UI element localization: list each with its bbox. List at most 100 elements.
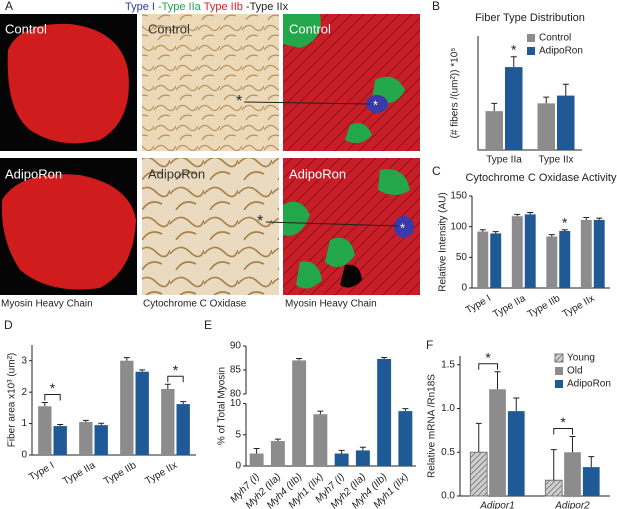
bar	[557, 95, 575, 150]
y-tick-label: 3	[21, 355, 27, 366]
legend-label: Old	[567, 366, 583, 377]
image-label: Control	[289, 21, 331, 36]
error-bar	[381, 357, 388, 359]
error-bar	[274, 438, 281, 442]
x-tick-label: Type IIb	[526, 293, 563, 321]
annotation: *	[173, 362, 179, 378]
key-entry: Type I	[125, 1, 155, 13]
y-tick-label: 2	[21, 387, 27, 398]
error-bar	[475, 422, 482, 453]
error-bar	[569, 436, 576, 453]
error-bar	[562, 83, 569, 96]
caption: Cytochrome C Oxidase	[143, 299, 247, 310]
bar	[94, 425, 108, 455]
legend-swatch	[555, 367, 563, 375]
bar	[161, 389, 175, 455]
error-bar	[164, 383, 171, 389]
muscle-section	[1, 174, 137, 290]
chart-title: Cytochrome C Oxidase Activity	[466, 172, 617, 184]
annotation: *	[560, 414, 566, 430]
error-bar	[510, 56, 517, 68]
x-tick-label: Type IIx	[561, 293, 597, 320]
key-entry: Type IIb	[204, 1, 243, 13]
marker: *	[373, 97, 378, 112]
bar	[537, 103, 555, 150]
fiber-iia	[283, 169, 410, 289]
fiber-i	[394, 216, 414, 238]
x-tick-label: Type IIx	[143, 460, 179, 487]
panel-label: E	[204, 318, 212, 332]
error-bar	[402, 408, 409, 412]
legend-swatch	[555, 380, 563, 388]
x-tick-label: Adipor2	[554, 501, 590, 509]
image-label: AdipoRon	[289, 166, 346, 181]
error-bar	[139, 369, 146, 372]
y-tick-label: 0	[235, 461, 241, 472]
y-tick-label: 50	[456, 252, 468, 263]
error-bar	[583, 216, 590, 220]
chart-title: Fiber Type Distribution	[475, 12, 585, 24]
bar	[544, 479, 563, 497]
legend-label: Control	[539, 33, 571, 44]
fiber-i	[366, 95, 388, 113]
y-tick-label: 1.0	[441, 403, 455, 414]
bar	[270, 441, 285, 466]
y-tick-label: 1.5	[441, 359, 455, 370]
y-tick-label: 85	[230, 365, 242, 376]
y-tick-label: 100	[450, 221, 467, 232]
panel-label: F	[426, 338, 433, 352]
fiber-type-key: Type I -Type IIa Type IIb -Type IIx	[125, 1, 289, 13]
y-axis-label: (# fibers /(um²)) *10⁵	[450, 48, 461, 139]
micrographs	[0, 14, 420, 295]
bar	[79, 422, 93, 455]
bar	[564, 452, 581, 496]
y-axis-label: Relative Intensity (AU)	[438, 192, 449, 291]
significance-bracket	[167, 375, 184, 383]
bar	[398, 411, 413, 466]
fiber-iix	[340, 264, 362, 288]
image-label: Control	[148, 21, 190, 36]
y-axis-label: Relative mRNA /Rn18S	[427, 374, 438, 478]
error-bar	[317, 410, 324, 415]
muscle-section	[7, 23, 129, 144]
annotation: *	[50, 380, 56, 396]
bar	[593, 219, 605, 288]
bar	[469, 451, 488, 497]
bar	[313, 414, 328, 466]
panel-label: A	[5, 0, 13, 13]
legend-label: AdipoRon	[567, 379, 611, 390]
bar	[249, 453, 264, 466]
bar	[135, 371, 149, 455]
legend-swatch	[527, 34, 535, 42]
key-entry: -Type IIx	[246, 1, 289, 13]
error-bar	[180, 401, 187, 405]
x-tick-label: Type I	[464, 293, 493, 316]
y-axis-label: % of Total Myosin	[217, 367, 228, 445]
panel-label: D	[4, 318, 13, 332]
annotation: *	[562, 214, 568, 230]
error-bar	[479, 229, 486, 232]
legend-swatch	[527, 47, 535, 55]
bar	[485, 111, 503, 150]
y-tick-label: 10	[230, 398, 242, 409]
error-bar	[492, 231, 499, 234]
error-bar	[548, 234, 555, 237]
panel-label: B	[432, 0, 440, 13]
legend-label: Young	[567, 353, 595, 364]
error-bar	[596, 217, 603, 220]
bar	[38, 406, 52, 455]
pointer	[243, 101, 371, 105]
bar	[490, 233, 502, 288]
bar	[292, 360, 307, 466]
x-tick-label: Type IIa	[486, 155, 522, 166]
x-tick-label: Type IIa	[491, 293, 528, 321]
y-tick-label: 90	[230, 341, 242, 352]
error-bar	[561, 229, 568, 231]
bar	[582, 467, 600, 496]
significance-bracket	[44, 394, 61, 401]
annotation: *	[511, 41, 517, 57]
image-label: AdipoRon	[148, 166, 205, 181]
error-bar	[41, 402, 48, 407]
y-tick-label: 0.5	[441, 447, 455, 458]
